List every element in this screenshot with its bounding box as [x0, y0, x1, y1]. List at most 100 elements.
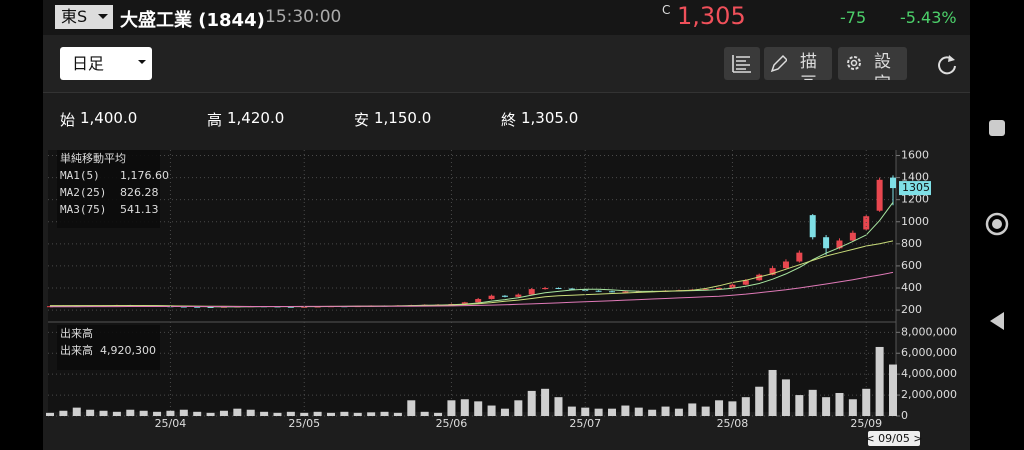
y-tick-label: 1400 [901, 171, 929, 184]
nav-back[interactable] [990, 312, 1004, 330]
x-tick-label: 25/07 [569, 417, 601, 430]
volume-bar [567, 406, 576, 416]
ohlc-label: 始 [60, 111, 76, 129]
y-tick-label: 6,000,000 [901, 346, 957, 359]
y-tick-label: 600 [901, 259, 922, 272]
change: -75 [840, 8, 867, 27]
volume-bar [460, 399, 469, 416]
candle-body [782, 261, 789, 269]
candle-body [515, 294, 522, 297]
y-tick-label: 200 [901, 303, 922, 316]
volume-bar [487, 405, 496, 416]
candle-body [809, 215, 816, 238]
indicator-button[interactable] [724, 47, 760, 80]
volume-bar [233, 408, 242, 416]
volume-bar [822, 397, 831, 416]
candle-body [609, 291, 615, 293]
volume-bar [300, 412, 309, 416]
refresh-button[interactable] [935, 52, 959, 76]
price-flag: C [662, 3, 671, 17]
ohlc-value: 1,150.0 [374, 109, 432, 127]
legend-box [57, 325, 160, 370]
candle-body [207, 306, 214, 308]
volume-bar [327, 412, 335, 416]
x-tick-label: 25/09 [850, 417, 882, 430]
volume-bar [353, 412, 362, 416]
volume-bar [674, 408, 683, 416]
gear-icon [847, 56, 861, 70]
volume-bar [608, 408, 616, 416]
volume-bar [862, 388, 871, 416]
exchange-select[interactable]: 東S [55, 5, 113, 29]
volume-bar [206, 412, 215, 416]
settings-button[interactable]: 設定 [838, 47, 907, 80]
volume-bar [139, 410, 148, 416]
volume-bar [126, 409, 135, 416]
candle-body [180, 306, 187, 308]
volume-bar [768, 369, 777, 416]
volume-bar [741, 397, 750, 416]
nav-home-dot [992, 219, 1002, 229]
volume-bar [179, 409, 188, 416]
legend-value: 826.28 [120, 186, 159, 199]
candle-body [716, 287, 723, 290]
volume-bar [781, 379, 790, 416]
volume-bar [99, 410, 108, 416]
candle-body [542, 287, 549, 290]
candle-body [836, 240, 843, 249]
volume-bar [621, 405, 630, 416]
candle-body [568, 288, 575, 290]
exchange: 東S [61, 7, 88, 26]
legend-name: 出来高 [60, 343, 93, 357]
volume-bar [755, 386, 764, 416]
candle-body [501, 295, 508, 297]
volume-bar [889, 364, 897, 416]
volume-bar [527, 390, 536, 416]
candle-body [756, 274, 763, 281]
candle-body [796, 252, 803, 262]
legend-title: 出来高 [60, 326, 93, 340]
volume-bar [808, 389, 817, 416]
volume-bar [634, 407, 643, 416]
candle-body [849, 232, 856, 241]
volume-bar [581, 407, 590, 416]
y-tick-label: 1000 [901, 215, 929, 228]
period-select[interactable]: 日足 [60, 47, 152, 80]
period: 日足 [72, 54, 105, 73]
volume-bar [835, 392, 844, 416]
candle-body [301, 306, 308, 308]
cursor-label: < 09/05 > [865, 432, 922, 445]
legend-name: MA3(75) [60, 203, 106, 216]
time: 15:30:00 [265, 7, 342, 27]
volume-bar [594, 408, 603, 416]
y-tick-label: 8,000,000 [901, 325, 957, 338]
ohlc-value: 1,305.0 [521, 109, 579, 127]
candle-body [622, 291, 629, 293]
settings-label: 設定 [874, 52, 891, 80]
nav-recent[interactable] [989, 120, 1005, 136]
volume-bar [380, 411, 389, 416]
volume-bar [701, 406, 710, 416]
y-tick-label: 1200 [901, 193, 929, 206]
legend-name: MA2(25) [60, 186, 106, 199]
nav-home[interactable] [985, 212, 1009, 236]
volume-bar [661, 406, 670, 416]
candle-body [475, 299, 482, 303]
y-tick-label: 2,000,000 [901, 388, 957, 401]
candle-body [876, 179, 883, 211]
legend-value: 541.13 [120, 203, 159, 216]
candle-body [823, 237, 830, 249]
candle-body [488, 295, 495, 300]
candle-body [287, 306, 294, 308]
x-tick-label: 25/08 [717, 417, 749, 430]
candle-body [742, 280, 749, 285]
draw-button[interactable]: 描画 [764, 47, 832, 80]
volume-bar [434, 412, 443, 416]
ohlc-value: 1,400.0 [80, 109, 138, 127]
legend-box [57, 150, 160, 228]
volume-bar [260, 411, 269, 416]
x-tick-label: 25/06 [436, 417, 468, 430]
